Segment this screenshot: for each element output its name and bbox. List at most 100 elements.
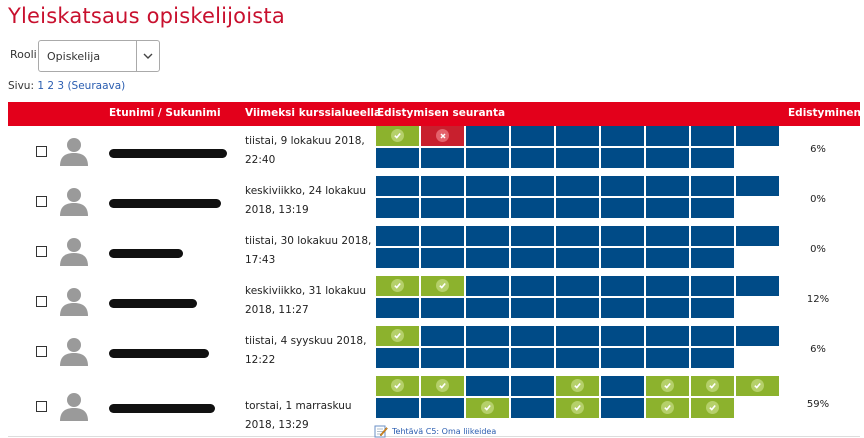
activity-complete-cell[interactable]	[646, 376, 689, 396]
activity-incomplete-cell[interactable]	[646, 298, 689, 318]
row-select-checkbox[interactable]	[36, 401, 47, 412]
activity-incomplete-cell[interactable]	[511, 176, 554, 196]
activity-incomplete-cell[interactable]	[511, 198, 554, 218]
student-name-redacted[interactable]	[109, 199, 221, 208]
activity-complete-cell[interactable]	[421, 376, 464, 396]
activity-incomplete-cell[interactable]	[376, 176, 419, 196]
activity-incomplete-cell[interactable]	[421, 176, 464, 196]
activity-incomplete-cell[interactable]	[601, 298, 644, 318]
activity-incomplete-cell[interactable]	[646, 326, 689, 346]
activity-incomplete-cell[interactable]	[646, 198, 689, 218]
activity-incomplete-cell[interactable]	[601, 226, 644, 246]
activity-complete-cell[interactable]	[556, 398, 599, 418]
activity-complete-cell[interactable]	[736, 376, 779, 396]
activity-incomplete-cell[interactable]	[376, 298, 419, 318]
activity-incomplete-cell[interactable]	[736, 226, 779, 246]
activity-incomplete-cell[interactable]	[736, 126, 779, 146]
activity-complete-cell[interactable]	[691, 398, 734, 418]
activity-incomplete-cell[interactable]	[466, 198, 509, 218]
activity-incomplete-cell[interactable]	[646, 348, 689, 368]
activity-incomplete-cell[interactable]	[376, 348, 419, 368]
activity-incomplete-cell[interactable]	[466, 226, 509, 246]
activity-complete-cell[interactable]	[376, 276, 419, 296]
activity-incomplete-cell[interactable]	[691, 276, 734, 296]
activity-complete-cell[interactable]	[691, 376, 734, 396]
activity-incomplete-cell[interactable]	[601, 376, 644, 396]
activity-incomplete-cell[interactable]	[511, 226, 554, 246]
activity-incomplete-cell[interactable]	[646, 276, 689, 296]
activity-incomplete-cell[interactable]	[556, 226, 599, 246]
activity-incomplete-cell[interactable]	[466, 348, 509, 368]
student-name-redacted[interactable]	[109, 349, 209, 358]
activity-incomplete-cell[interactable]	[466, 276, 509, 296]
activity-incomplete-cell[interactable]	[601, 398, 644, 418]
page-link-3[interactable]: 3	[57, 80, 65, 92]
activity-incomplete-cell[interactable]	[556, 248, 599, 268]
activity-incomplete-cell[interactable]	[376, 248, 419, 268]
activity-incomplete-cell[interactable]	[556, 276, 599, 296]
activity-incomplete-cell[interactable]	[601, 276, 644, 296]
activity-incomplete-cell[interactable]	[646, 126, 689, 146]
row-select-checkbox[interactable]	[36, 296, 47, 307]
activity-incomplete-cell[interactable]	[601, 126, 644, 146]
activity-incomplete-cell[interactable]	[421, 226, 464, 246]
activity-incomplete-cell[interactable]	[376, 226, 419, 246]
activity-incomplete-cell[interactable]	[646, 148, 689, 168]
activity-incomplete-cell[interactable]	[601, 348, 644, 368]
activity-incomplete-cell[interactable]	[421, 398, 464, 418]
activity-failed-cell[interactable]	[421, 126, 464, 146]
activity-incomplete-cell[interactable]	[601, 326, 644, 346]
activity-incomplete-cell[interactable]	[511, 376, 554, 396]
row-select-checkbox[interactable]	[36, 346, 47, 357]
activity-incomplete-cell[interactable]	[511, 126, 554, 146]
activity-incomplete-cell[interactable]	[466, 248, 509, 268]
activity-incomplete-cell[interactable]	[691, 298, 734, 318]
activity-incomplete-cell[interactable]	[421, 326, 464, 346]
activity-incomplete-cell[interactable]	[556, 326, 599, 346]
activity-incomplete-cell[interactable]	[511, 326, 554, 346]
activity-incomplete-cell[interactable]	[556, 148, 599, 168]
activity-incomplete-cell[interactable]	[466, 148, 509, 168]
activity-incomplete-cell[interactable]	[466, 126, 509, 146]
activity-incomplete-cell[interactable]	[511, 276, 554, 296]
activity-incomplete-cell[interactable]	[376, 398, 419, 418]
activity-incomplete-cell[interactable]	[691, 198, 734, 218]
activity-incomplete-cell[interactable]	[466, 298, 509, 318]
activity-incomplete-cell[interactable]	[466, 376, 509, 396]
activity-complete-cell[interactable]	[646, 398, 689, 418]
activity-incomplete-cell[interactable]	[691, 326, 734, 346]
activity-incomplete-cell[interactable]	[601, 198, 644, 218]
header-last-access[interactable]: Viimeksi kurssialueella	[245, 107, 382, 119]
activity-incomplete-cell[interactable]	[601, 148, 644, 168]
activity-incomplete-cell[interactable]	[376, 148, 419, 168]
student-name-redacted[interactable]	[109, 404, 215, 413]
row-select-checkbox[interactable]	[36, 146, 47, 157]
activity-incomplete-cell[interactable]	[691, 176, 734, 196]
activity-incomplete-cell[interactable]	[556, 198, 599, 218]
student-name-redacted[interactable]	[109, 299, 197, 308]
row-select-checkbox[interactable]	[36, 196, 47, 207]
activity-incomplete-cell[interactable]	[646, 226, 689, 246]
header-name[interactable]: Etunimi / Sukunimi	[109, 107, 221, 119]
activity-incomplete-cell[interactable]	[421, 148, 464, 168]
page-link-2[interactable]: 2	[47, 80, 55, 92]
activity-incomplete-cell[interactable]	[691, 148, 734, 168]
activity-incomplete-cell[interactable]	[691, 348, 734, 368]
activity-incomplete-cell[interactable]	[466, 176, 509, 196]
activity-incomplete-cell[interactable]	[421, 248, 464, 268]
activity-incomplete-cell[interactable]	[556, 176, 599, 196]
activity-incomplete-cell[interactable]	[736, 176, 779, 196]
activity-incomplete-cell[interactable]	[691, 226, 734, 246]
activity-incomplete-cell[interactable]	[556, 126, 599, 146]
activity-incomplete-cell[interactable]	[736, 276, 779, 296]
activity-complete-cell[interactable]	[376, 326, 419, 346]
activity-incomplete-cell[interactable]	[601, 176, 644, 196]
activity-incomplete-cell[interactable]	[376, 198, 419, 218]
student-name-redacted[interactable]	[109, 249, 183, 258]
activity-incomplete-cell[interactable]	[646, 248, 689, 268]
activity-complete-cell[interactable]	[376, 376, 419, 396]
activity-incomplete-cell[interactable]	[646, 176, 689, 196]
activity-incomplete-cell[interactable]	[511, 298, 554, 318]
activity-incomplete-cell[interactable]	[421, 298, 464, 318]
activity-incomplete-cell[interactable]	[511, 148, 554, 168]
